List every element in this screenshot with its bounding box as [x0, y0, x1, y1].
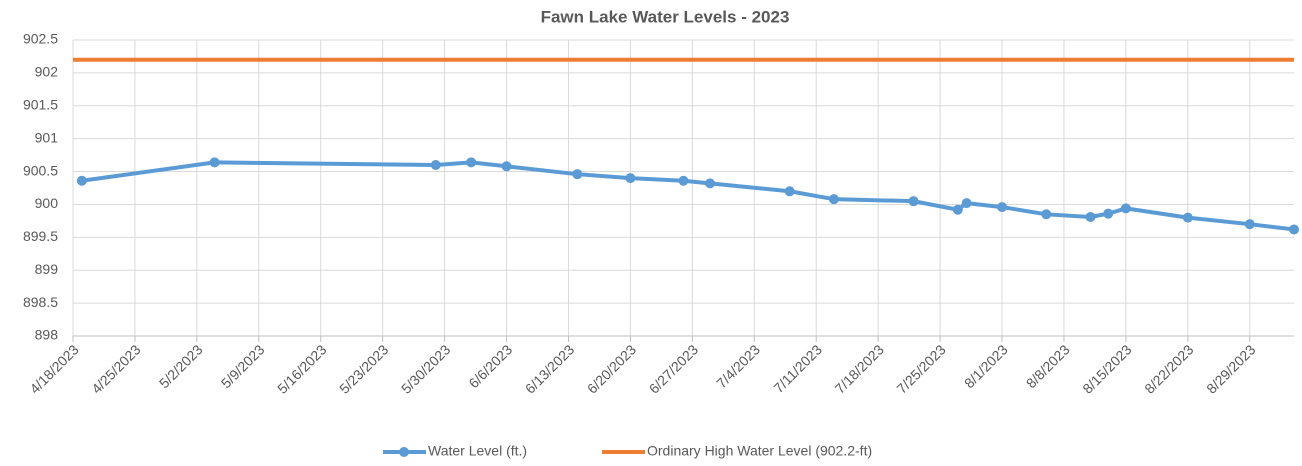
x-tick-label: 6/20/2023 [584, 341, 640, 397]
data-point [678, 175, 689, 186]
data-point [209, 157, 220, 168]
x-tick-label: 4/18/2023 [26, 341, 82, 397]
legend-marker [399, 447, 409, 457]
x-tick-label: 7/18/2023 [832, 341, 888, 397]
data-point [76, 175, 87, 186]
data-point [952, 204, 963, 215]
y-tick-label: 900.5 [23, 162, 58, 178]
data-point [1244, 219, 1255, 230]
data-point [908, 196, 919, 207]
x-tick-label: 8/15/2023 [1079, 341, 1135, 397]
x-tick-label: 6/13/2023 [522, 341, 578, 397]
chart-title: Fawn Lake Water Levels - 2023 [541, 7, 790, 26]
data-point [961, 198, 972, 209]
legend-label: Water Level (ft.) [428, 443, 527, 459]
legend-label: Ordinary High Water Level (902.2-ft) [647, 443, 872, 459]
x-tick-label: 8/29/2023 [1203, 341, 1259, 397]
y-tick-label: 899 [35, 261, 59, 277]
data-point [572, 169, 583, 180]
x-tick-label: 7/11/2023 [770, 341, 825, 396]
data-point [501, 161, 512, 172]
x-tick-label: 5/23/2023 [336, 341, 392, 397]
data-point [828, 194, 839, 205]
y-tick-label: 901.5 [23, 96, 58, 112]
x-tick-label: 7/25/2023 [893, 341, 949, 397]
data-point [625, 173, 636, 184]
x-tick-label: 7/4/2023 [713, 341, 763, 391]
y-tick-label: 902 [35, 64, 59, 80]
data-point [1289, 224, 1299, 235]
y-tick-label: 902.5 [23, 31, 58, 47]
data-point [705, 178, 716, 189]
y-tick-label: 898.5 [23, 294, 58, 310]
data-point [1103, 208, 1114, 219]
y-tick-label: 900 [35, 195, 59, 211]
x-tick-label: 8/1/2023 [961, 341, 1011, 391]
x-tick-label: 6/6/2023 [465, 341, 515, 391]
data-point [997, 202, 1008, 213]
y-tick-label: 898 [35, 327, 59, 343]
x-tick-label: 5/2/2023 [156, 341, 206, 391]
x-tick-label: 8/22/2023 [1141, 341, 1197, 397]
data-point [1085, 211, 1096, 222]
series-line [81, 160, 1295, 232]
data-point [784, 186, 795, 197]
data-point [1182, 212, 1193, 223]
x-tick-label: 4/25/2023 [88, 341, 144, 397]
data-point [1041, 209, 1052, 220]
y-tick-label: 901 [35, 129, 59, 145]
x-tick-label: 5/30/2023 [398, 341, 454, 397]
y-tick-label: 899.5 [23, 228, 58, 244]
x-tick-label: 5/16/2023 [274, 341, 330, 397]
data-point [1120, 203, 1131, 214]
data-point [466, 157, 477, 168]
x-tick-label: 8/8/2023 [1023, 341, 1073, 391]
x-tick-label: 5/9/2023 [218, 341, 268, 391]
data-point [430, 159, 441, 170]
x-tick-label: 6/27/2023 [646, 341, 702, 397]
